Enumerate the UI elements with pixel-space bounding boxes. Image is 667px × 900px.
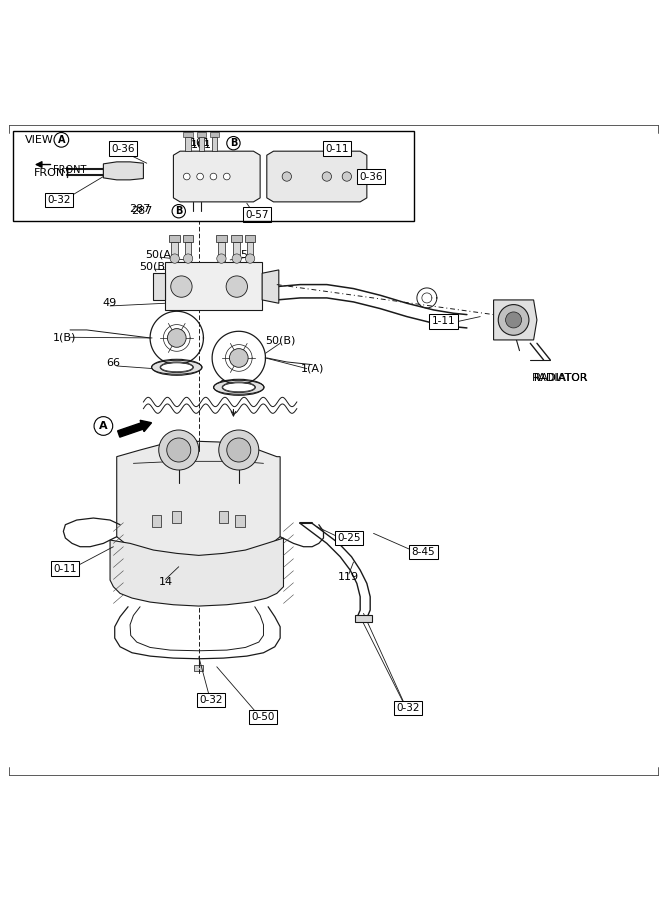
Text: 49: 49 <box>103 298 117 309</box>
Polygon shape <box>165 262 262 310</box>
Text: 0-36: 0-36 <box>359 172 383 182</box>
Polygon shape <box>117 441 280 563</box>
Bar <box>183 131 193 137</box>
Text: 0-36: 0-36 <box>111 143 135 154</box>
Circle shape <box>229 348 248 367</box>
Bar <box>185 242 191 262</box>
Circle shape <box>322 172 331 181</box>
Text: 287: 287 <box>129 204 151 214</box>
Bar <box>216 235 227 242</box>
Circle shape <box>223 173 230 180</box>
Circle shape <box>506 312 522 328</box>
Text: 0-11: 0-11 <box>325 143 349 154</box>
Text: 0-50: 0-50 <box>251 712 275 722</box>
Text: FRONT: FRONT <box>53 165 87 175</box>
Text: 58: 58 <box>239 249 254 259</box>
Bar <box>210 131 219 137</box>
Circle shape <box>342 172 352 181</box>
Circle shape <box>227 438 251 462</box>
Circle shape <box>219 430 259 470</box>
Circle shape <box>232 254 241 263</box>
Bar <box>219 511 228 524</box>
Text: RADIATOR: RADIATOR <box>532 373 588 383</box>
Bar <box>212 137 217 151</box>
Circle shape <box>210 173 217 180</box>
Polygon shape <box>110 538 283 606</box>
Ellipse shape <box>151 360 202 374</box>
Circle shape <box>159 430 199 470</box>
Circle shape <box>498 304 529 336</box>
Bar <box>169 235 180 242</box>
Text: VIEW: VIEW <box>25 135 53 145</box>
Text: 0-25: 0-25 <box>337 533 361 543</box>
Bar <box>235 515 245 526</box>
Text: 101: 101 <box>189 139 211 148</box>
Circle shape <box>197 173 203 180</box>
Text: 119: 119 <box>338 572 360 581</box>
Text: 101: 101 <box>191 140 212 150</box>
Text: 0-57: 0-57 <box>245 210 269 220</box>
Text: 50(A): 50(A) <box>145 249 175 259</box>
Text: 8-45: 8-45 <box>412 547 436 557</box>
Text: 1(A): 1(A) <box>300 364 324 374</box>
Circle shape <box>170 254 179 263</box>
Circle shape <box>245 254 255 263</box>
Circle shape <box>167 438 191 462</box>
Bar <box>245 235 255 242</box>
Bar <box>152 515 161 526</box>
Text: 66: 66 <box>107 358 120 368</box>
Circle shape <box>171 276 192 297</box>
Circle shape <box>282 172 291 181</box>
Text: 1-11: 1-11 <box>432 316 456 327</box>
Text: 287: 287 <box>131 206 152 216</box>
Text: 66: 66 <box>219 380 232 390</box>
Bar <box>172 511 181 524</box>
Polygon shape <box>173 151 260 202</box>
Polygon shape <box>494 300 537 340</box>
Text: B: B <box>229 139 237 148</box>
Ellipse shape <box>213 381 264 394</box>
Text: B: B <box>175 206 183 216</box>
Bar <box>197 131 206 137</box>
Text: FRONT: FRONT <box>34 167 71 177</box>
Circle shape <box>167 328 186 347</box>
Bar <box>183 235 193 242</box>
Text: 0-32: 0-32 <box>199 695 223 705</box>
Circle shape <box>183 173 190 180</box>
Bar <box>185 137 191 151</box>
Bar <box>13 131 414 221</box>
Text: 50(B): 50(B) <box>265 336 295 346</box>
Circle shape <box>183 254 193 263</box>
Ellipse shape <box>223 382 255 392</box>
Bar <box>231 235 242 242</box>
Polygon shape <box>355 616 372 622</box>
Polygon shape <box>262 270 279 303</box>
Text: 0-32: 0-32 <box>396 703 420 713</box>
Text: 207: 207 <box>233 262 254 272</box>
Bar <box>247 242 253 262</box>
Bar <box>194 665 203 671</box>
Text: A: A <box>99 421 107 431</box>
Ellipse shape <box>161 363 193 372</box>
Polygon shape <box>267 151 367 202</box>
Circle shape <box>217 254 226 263</box>
Text: 1(B): 1(B) <box>53 332 77 342</box>
Bar <box>171 242 178 262</box>
Circle shape <box>226 276 247 297</box>
Text: 0-32: 0-32 <box>47 195 71 205</box>
Polygon shape <box>153 274 165 300</box>
Text: 14: 14 <box>158 577 173 587</box>
Text: RADIATOR: RADIATOR <box>534 373 587 383</box>
Bar <box>218 242 225 262</box>
Text: A: A <box>57 135 65 145</box>
Text: 0-11: 0-11 <box>53 563 77 573</box>
Polygon shape <box>103 162 143 180</box>
FancyArrow shape <box>117 420 151 437</box>
Bar <box>199 137 204 151</box>
Bar <box>233 242 240 262</box>
Text: 50(B): 50(B) <box>139 262 170 272</box>
